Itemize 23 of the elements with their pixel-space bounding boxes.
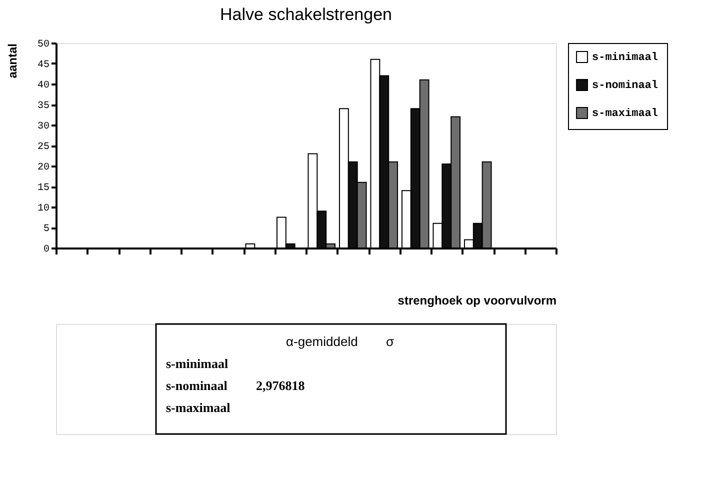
text: σ [386,334,394,349]
y-axis-title: aantal [6,44,20,78]
text: s-maximaal [166,400,231,415]
y-tick-label: 10 [37,204,50,214]
y-tick-label: 15 [37,183,50,194]
y-tick-label: 30 [37,122,50,132]
y-tick-label: 25 [37,142,50,153]
y-tick-label: 40 [37,80,50,92]
text: s-minimaal [166,356,228,371]
y-tick-label: 5 [43,224,50,235]
y-tick-label: 0 [43,244,50,256]
legend-label: s-minimaal [592,52,658,64]
y-tick-label: 50 [37,40,50,50]
chart-title: Halve schakelstrengen [220,5,392,24]
text: α-gemiddeld [286,334,358,349]
text: s-nominaal [166,378,228,393]
y-tick-label: 45 [37,60,50,71]
text: 2,976818 [256,378,306,393]
y-tick-label: 20 [37,162,50,174]
legend-label: s-nominaal [592,80,658,92]
x-axis-title: strenghoek op voorvulvorm [398,294,556,308]
y-tick-label: 35 [37,101,50,112]
legend-label: s-maximaal [592,108,658,120]
